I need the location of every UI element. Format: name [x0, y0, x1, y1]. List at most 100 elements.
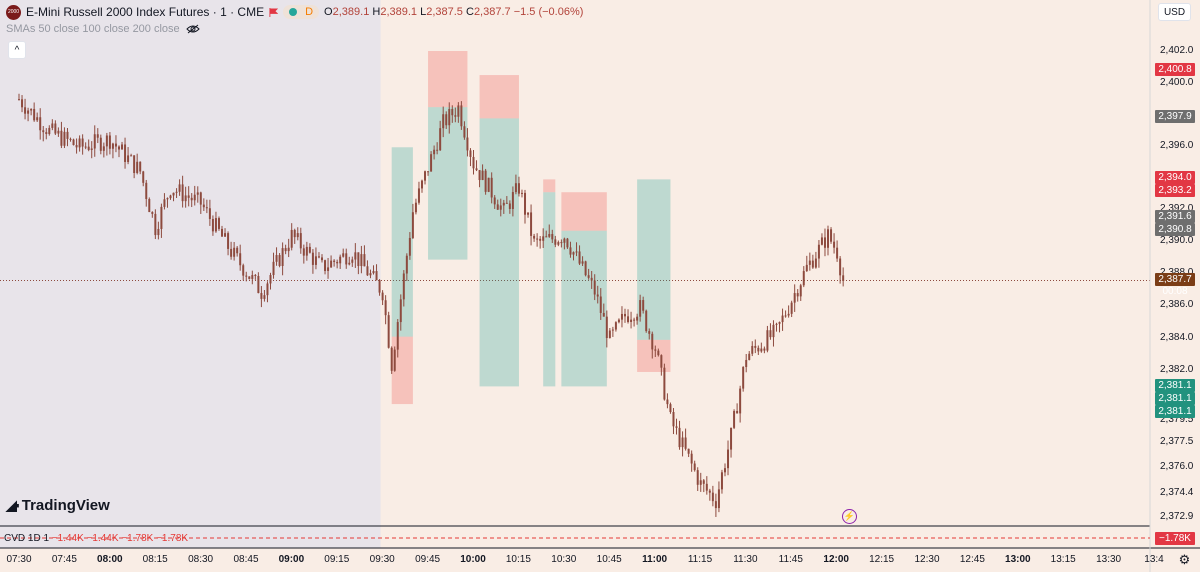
position-zone-upper — [479, 75, 519, 119]
candle-body — [281, 248, 284, 266]
candle-body — [166, 198, 169, 200]
price-tick-label: 2,390.0 — [1160, 235, 1194, 246]
candle-body — [593, 280, 596, 295]
candle-body — [236, 247, 239, 254]
candle-body — [757, 347, 760, 352]
candle-body — [475, 168, 478, 171]
candle-body — [642, 300, 645, 311]
candle-body — [190, 197, 193, 201]
candle-body — [445, 114, 448, 126]
time-tick-label: 13:4 — [1144, 554, 1164, 565]
time-tick-label: 07:45 — [51, 554, 77, 565]
candle-body — [842, 275, 845, 281]
candle-body — [796, 293, 799, 297]
red-flag-icon[interactable] — [269, 7, 279, 17]
candle-body — [620, 313, 623, 320]
candle-body — [202, 204, 205, 208]
candle-body — [287, 247, 290, 252]
candle-body — [720, 472, 723, 490]
candle-body — [187, 195, 190, 198]
candle-body — [830, 229, 833, 242]
sma-indicator-row[interactable]: SMAs 50 close 100 close 200 close — [6, 23, 200, 35]
candle-body — [193, 194, 196, 201]
position-zone-upper — [637, 179, 671, 340]
eye-hidden-icon[interactable] — [185, 24, 200, 34]
candle-body — [760, 348, 763, 352]
candle-body — [754, 345, 757, 348]
candle-body — [790, 302, 793, 314]
symbol-logo[interactable]: 2000 — [6, 4, 21, 20]
time-tick-label: 12:15 — [869, 554, 895, 565]
candle-body — [311, 252, 314, 265]
candle-body — [663, 367, 666, 400]
candle-body — [420, 180, 423, 189]
candle-body — [69, 138, 72, 140]
position-zone-upper — [391, 147, 413, 337]
low-label: L — [420, 6, 427, 18]
open-label: O — [324, 6, 333, 18]
currency-selector[interactable]: USD — [1158, 3, 1191, 21]
tradingview-mark-icon: ◢▪ — [6, 496, 20, 513]
candle-body — [63, 131, 66, 146]
candle-body — [372, 271, 375, 274]
cvd-label[interactable]: CVD 1D 1 — [4, 533, 50, 544]
symbol-title[interactable]: E-Mini Russell 2000 Index Futures · 1 · … — [26, 5, 265, 19]
cvd-legend[interactable]: CVD 1D 1 −1.44K −1.44K −1.78K −1.78K — [4, 533, 188, 544]
candle-body — [466, 137, 469, 151]
candle-body — [605, 316, 608, 339]
candle-body — [305, 246, 308, 256]
candle-body — [648, 331, 651, 334]
low-value: 2,387.5 — [426, 6, 463, 18]
session-status-pill[interactable]: D — [283, 5, 320, 19]
candle-body — [348, 262, 351, 265]
candle-body — [245, 275, 248, 277]
candle-body — [260, 293, 263, 299]
candle-body — [21, 99, 24, 108]
candle-body — [793, 293, 796, 303]
candle-body — [317, 256, 320, 258]
candle-body — [584, 261, 587, 276]
candle-body — [563, 238, 566, 243]
bar-countdown: 00:08 — [1162, 286, 1188, 297]
candle-body — [396, 322, 399, 350]
gear-icon[interactable]: ⚙ — [1178, 551, 1191, 567]
candle-body — [424, 171, 427, 181]
candle-body — [524, 192, 527, 215]
candle-body — [599, 296, 602, 313]
candle-body — [427, 171, 430, 173]
candle-body — [733, 410, 736, 428]
candle-body — [254, 275, 257, 277]
candle-body — [520, 192, 523, 194]
candle-body — [560, 242, 563, 244]
candle-body — [117, 146, 120, 150]
candle-body — [81, 138, 84, 147]
candle-body — [269, 275, 272, 284]
candle-body — [48, 127, 51, 135]
candle-body — [778, 322, 781, 324]
price-tick-label: 2,377.5 — [1160, 436, 1194, 447]
candle-body — [527, 212, 530, 215]
candle-body — [257, 275, 260, 294]
delayed-badge: D — [305, 6, 314, 18]
candle-body — [460, 105, 463, 127]
candle-body — [454, 115, 457, 117]
candle-body — [217, 218, 220, 229]
time-tick-label: 10:15 — [505, 554, 531, 565]
candle-body — [302, 248, 305, 256]
candle-body — [90, 148, 93, 150]
candle-body — [360, 254, 363, 267]
candle-body — [602, 312, 605, 317]
candle-body — [102, 146, 105, 151]
candle-body — [772, 324, 775, 338]
chevron-up-icon[interactable]: ^ — [8, 41, 26, 59]
candle-body — [227, 233, 230, 249]
sma-label[interactable]: SMAs 50 close 100 close 200 close — [6, 23, 180, 35]
lightning-icon[interactable]: ⚡ — [842, 509, 857, 524]
time-tick-label: 07:30 — [6, 554, 32, 565]
candle-body — [611, 329, 614, 331]
candle-body — [33, 108, 36, 121]
price-tag-grey: 2,391.6 — [1155, 210, 1195, 223]
candle-body — [87, 146, 90, 150]
